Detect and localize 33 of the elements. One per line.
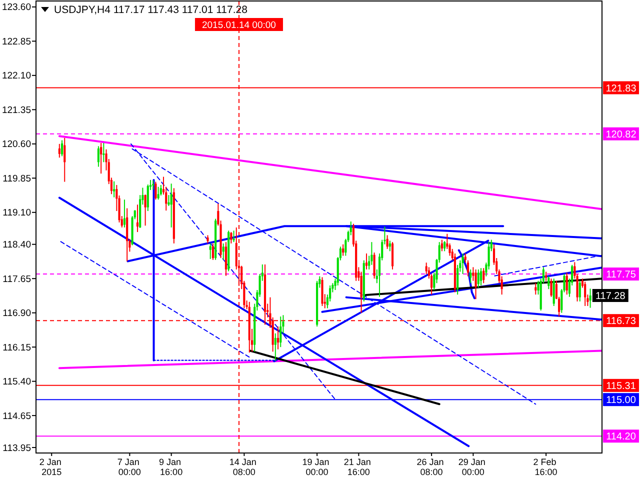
y-tick-label: 116.90: [2, 308, 31, 320]
ref-line-label: 115.00: [606, 395, 636, 406]
y-tick-label: 116.15: [2, 342, 31, 354]
y-tick-label: 122.85: [2, 36, 31, 48]
ref-line-label: 116.73: [606, 316, 636, 328]
chart-title: USDJPY,H4 117.17 117.43 117.01 117.28: [54, 4, 248, 16]
ref-line-label: 2015.01.14 00:00: [202, 20, 276, 31]
annotation: 117.28: [595, 291, 626, 302]
y-tick-label: 115.40: [2, 376, 31, 388]
y-tick-label: 120.60: [2, 139, 31, 150]
y-tick-label: 119.10: [2, 208, 31, 219]
x-tick-label: 21 Jan 16:00: [344, 457, 374, 477]
x-tick-label: 26 Jan 08:00: [416, 457, 446, 477]
x-tick-label: 9 Jan 16:00: [159, 457, 184, 477]
x-tick-label: 29 Jan 00:00: [458, 457, 488, 477]
x-tick-label: 2 Jan 2015: [39, 457, 64, 477]
ref-line-label: 121.83: [606, 83, 637, 94]
y-tick-label: 119.85: [2, 173, 31, 184]
x-tick-label: 14 Jan 08:00: [229, 457, 259, 477]
ref-line-label: 120.82: [606, 129, 637, 140]
y-tick-label: 118.40: [2, 240, 31, 251]
y-tick-label: 121.35: [2, 104, 31, 116]
y-tick-label: 113.95: [2, 442, 31, 454]
ref-line-label: 115.31: [606, 381, 636, 392]
y-tick-label: 114.65: [2, 410, 31, 422]
ref-line-label: 117.75: [606, 270, 636, 281]
y-tick-label: 123.60: [2, 2, 31, 14]
y-tick-label: 122.10: [2, 70, 31, 82]
ref-line-label: 114.20: [606, 432, 636, 443]
x-tick-label: 7 Jan 00:00: [117, 457, 142, 477]
x-tick-label: 2 Feb 16:00: [533, 457, 559, 477]
x-tick-label: 19 Jan 00:00: [302, 457, 332, 477]
y-tick-label: 117.65: [2, 274, 31, 285]
